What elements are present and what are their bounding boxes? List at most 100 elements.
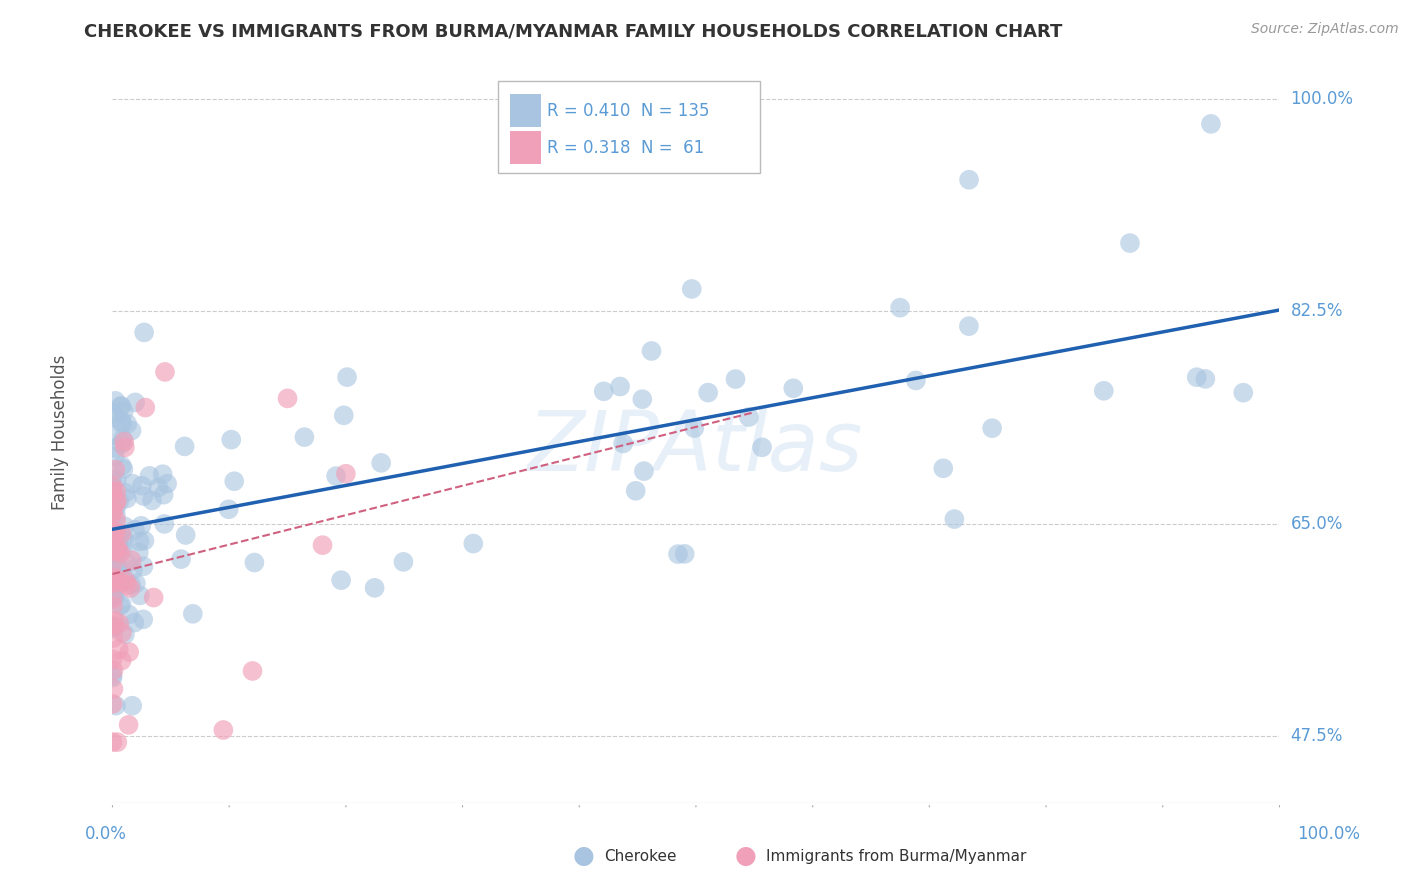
Point (111, 417, 134, 432)
Point (101, 507, 124, 521)
FancyBboxPatch shape (498, 81, 761, 173)
Point (103, 631, 125, 645)
Point (1199, 117, 1222, 131)
Point (104, 410, 127, 425)
Point (132, 559, 155, 574)
Point (103, 614, 125, 628)
Point (124, 395, 146, 409)
Point (112, 404, 135, 418)
Point (103, 523, 125, 537)
Point (103, 681, 125, 696)
Point (101, 503, 124, 517)
Point (218, 502, 240, 516)
Point (103, 575, 125, 590)
Point (101, 557, 124, 571)
Point (111, 458, 134, 473)
Point (101, 428, 124, 442)
Point (104, 441, 127, 455)
Text: 65.0%: 65.0% (1291, 515, 1343, 533)
Point (751, 440, 773, 454)
Point (132, 612, 155, 626)
Point (105, 561, 128, 575)
Point (111, 533, 134, 547)
Text: 0.0%: 0.0% (84, 825, 127, 843)
Point (173, 439, 195, 453)
Point (104, 496, 127, 510)
Point (104, 574, 127, 588)
Point (112, 462, 135, 476)
Point (101, 495, 124, 509)
Point (107, 541, 129, 556)
Point (105, 493, 128, 508)
Point (697, 385, 720, 400)
Point (153, 516, 176, 531)
Point (1185, 370, 1208, 384)
Point (101, 407, 124, 421)
Point (294, 430, 316, 444)
Point (129, 589, 152, 603)
Point (104, 543, 127, 558)
Point (111, 575, 134, 590)
Point (904, 373, 927, 387)
Point (105, 500, 128, 515)
Text: ●: ● (734, 845, 756, 868)
Point (108, 545, 131, 559)
Point (134, 401, 156, 415)
Point (107, 531, 129, 545)
Point (666, 547, 689, 561)
FancyBboxPatch shape (510, 131, 541, 164)
Point (121, 476, 143, 491)
Point (110, 546, 132, 560)
Point (370, 456, 392, 470)
Text: 100.0%: 100.0% (1291, 90, 1354, 108)
Point (121, 698, 143, 713)
Point (148, 480, 170, 494)
Point (121, 553, 143, 567)
Point (141, 493, 163, 508)
Point (932, 461, 955, 475)
Point (311, 538, 333, 552)
FancyBboxPatch shape (510, 95, 541, 127)
Point (101, 530, 124, 544)
Point (120, 581, 142, 595)
Point (633, 464, 655, 478)
Point (111, 542, 134, 557)
Point (943, 512, 966, 526)
Point (156, 476, 179, 491)
Text: 82.5%: 82.5% (1291, 302, 1343, 320)
Text: Family Households: Family Households (51, 355, 69, 510)
Point (101, 477, 124, 491)
Point (111, 432, 134, 446)
Text: Source: ZipAtlas.com: Source: ZipAtlas.com (1251, 22, 1399, 37)
Point (683, 421, 706, 435)
Point (111, 625, 134, 640)
Point (131, 478, 153, 492)
Point (104, 537, 127, 551)
Point (103, 588, 125, 602)
Point (101, 697, 124, 711)
Point (152, 488, 174, 502)
Point (104, 462, 127, 476)
Point (104, 571, 127, 585)
Point (114, 627, 136, 641)
Point (463, 536, 485, 550)
Point (105, 484, 128, 499)
Point (114, 441, 136, 455)
Point (108, 533, 131, 548)
Point (125, 576, 148, 591)
Point (738, 410, 761, 425)
Point (101, 496, 124, 510)
Point (110, 437, 132, 451)
Point (105, 552, 128, 566)
Point (104, 526, 127, 541)
Point (128, 545, 150, 559)
Point (336, 370, 359, 384)
Point (1232, 385, 1254, 400)
Text: R = 0.410  N = 135: R = 0.410 N = 135 (547, 102, 709, 120)
Text: Cherokee: Cherokee (605, 849, 678, 863)
Point (1194, 372, 1216, 386)
Point (103, 541, 125, 555)
Point (110, 527, 132, 541)
Point (101, 589, 124, 603)
Point (174, 528, 197, 542)
